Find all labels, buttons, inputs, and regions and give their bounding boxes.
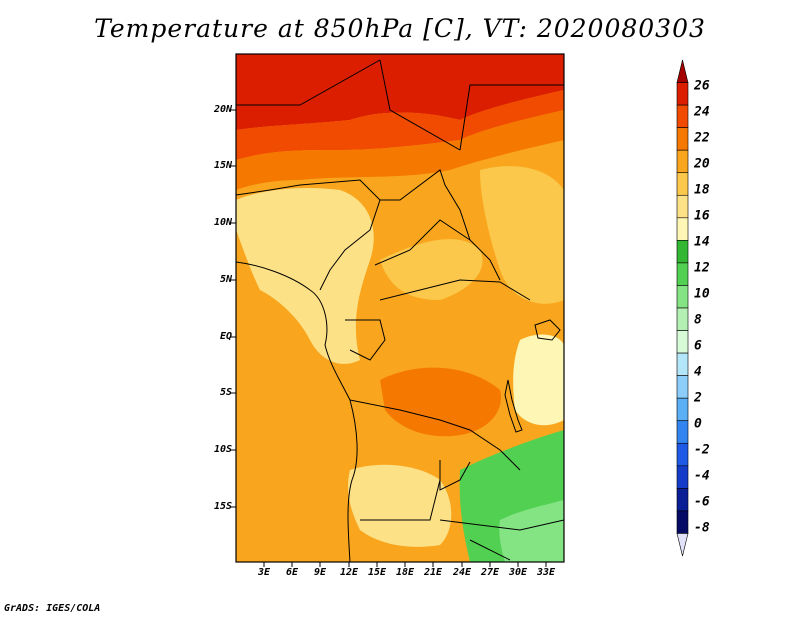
- colorbar-label-minus2: -2: [694, 442, 710, 458]
- colorbar-swatch: [676, 352, 689, 376]
- colorbar-label-24: 24: [694, 104, 710, 120]
- colorbar-swatch: [676, 149, 689, 174]
- colorbar-swatch: [676, 262, 689, 286]
- colorbar: [676, 59, 689, 557]
- lat-ticks: [230, 109, 236, 508]
- colorbar-label-12: 12: [694, 260, 710, 276]
- colorbar-label-10: 10: [694, 286, 710, 302]
- lon-label-24e: 24E: [452, 567, 472, 578]
- lat-label-15n: 15N: [213, 160, 232, 171]
- grads-credit: GrADS: IGES/COLA: [4, 603, 101, 614]
- zone-14-east: [513, 334, 564, 426]
- colorbar-swatch: [676, 240, 689, 264]
- colorbar-swatch: [676, 194, 689, 219]
- colorbar-swatch: [676, 285, 689, 309]
- colorbar-label-18: 18: [694, 182, 710, 198]
- lat-label-15s: 15S: [213, 501, 232, 512]
- colorbar-swatch: [676, 510, 689, 534]
- colorbar-swatch: [676, 442, 689, 467]
- temperature-map: [230, 53, 565, 567]
- zone-green-light: [499, 500, 564, 562]
- colorbar-label-minus8: -8: [694, 520, 710, 536]
- zone-18-east: [480, 166, 564, 304]
- colorbar-swatch: [676, 488, 689, 512]
- colorbar-label-20: 20: [694, 156, 710, 172]
- colorbar-label-0: 0: [694, 416, 702, 432]
- lat-label-5n: 5N: [219, 274, 232, 285]
- lon-label-27e: 27E: [480, 567, 500, 578]
- colorbar-label-6: 6: [694, 338, 702, 354]
- lon-label-15e: 15E: [367, 567, 387, 578]
- colorbar-swatch: [676, 307, 689, 331]
- colorbar-label-8: 8: [694, 312, 702, 328]
- colorbar-arrow-top: [676, 59, 689, 83]
- map-frame: [235, 53, 565, 563]
- colorbar-label-minus6: -6: [694, 494, 710, 510]
- colorbar-swatch: [676, 465, 689, 489]
- colorbar-swatch: [676, 330, 689, 354]
- country-borders: [235, 59, 565, 561]
- lat-label-eq: EQ: [219, 331, 232, 342]
- map-title: Temperature at 850hPa [C], VT: 202008030…: [94, 14, 706, 43]
- colorbar-swatch: [676, 172, 689, 196]
- colorbar-swatch: [676, 82, 689, 106]
- colorbar-label-14: 14: [694, 234, 710, 250]
- coastline: [235, 261, 358, 563]
- lon-label-21e: 21E: [423, 567, 443, 578]
- colorbar-swatch: [676, 420, 689, 444]
- zone-22: [236, 90, 564, 160]
- lat-label-10n: 10N: [213, 217, 232, 228]
- lon-label-33e: 33E: [536, 567, 556, 578]
- lon-label-3e: 3E: [257, 567, 271, 578]
- lon-label-12e: 12E: [339, 567, 359, 578]
- colorbar-label-2: 2: [694, 390, 702, 406]
- lake-tanganyika: [504, 379, 523, 433]
- colorbar-swatch: [676, 217, 689, 241]
- lake-victoria: [534, 319, 561, 341]
- colorbar-swatch: [676, 127, 689, 151]
- colorbar-label-minus4: -4: [694, 468, 710, 484]
- colorbar-label-4: 4: [694, 364, 702, 380]
- zone-16-south: [348, 464, 452, 547]
- colorbar-swatch: [676, 375, 689, 399]
- zone-18-central: [380, 239, 483, 300]
- lon-label-30e: 30E: [508, 567, 528, 578]
- lat-label-10s: 10S: [213, 444, 232, 455]
- colorbar-label-22: 22: [694, 130, 710, 146]
- zone-24-plus: [236, 54, 564, 130]
- lon-label-9e: 9E: [313, 567, 327, 578]
- lat-label-20n: 20N: [213, 104, 232, 115]
- colorbar-swatch: [676, 104, 689, 128]
- colorbar-swatch: [676, 397, 689, 422]
- lon-ticks: [263, 562, 547, 567]
- colorbar-label-16: 16: [694, 208, 710, 224]
- lon-label-18e: 18E: [395, 567, 415, 578]
- zone-16-west: [236, 188, 374, 364]
- colorbar-arrow-bottom: [676, 533, 689, 557]
- lat-label-5s: 5S: [219, 387, 232, 398]
- zone-20-congo: [380, 367, 501, 437]
- zone-20-north: [236, 110, 564, 190]
- colorbar-label-26: 26: [694, 78, 710, 94]
- lon-label-6e: 6E: [285, 567, 299, 578]
